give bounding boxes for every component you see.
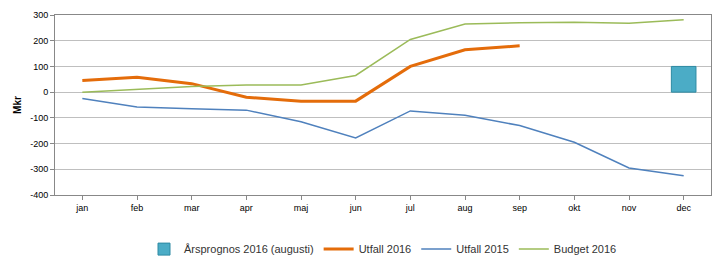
svg-text:-200: -200 [30, 139, 48, 149]
svg-text:300: 300 [33, 10, 48, 20]
svg-text:-400: -400 [30, 190, 48, 200]
svg-text:feb: feb [131, 203, 144, 213]
svg-text:aug: aug [457, 203, 472, 213]
svg-text:maj: maj [294, 203, 309, 213]
svg-text:-100: -100 [30, 113, 48, 123]
svg-text:Utfall 2015: Utfall 2015 [456, 243, 509, 255]
svg-text:jun: jun [349, 203, 362, 213]
svg-text:jul: jul [405, 203, 415, 213]
svg-text:nov: nov [622, 203, 637, 213]
svg-text:Budget 2016: Budget 2016 [554, 243, 616, 255]
svg-text:okt: okt [568, 203, 581, 213]
svg-text:dec: dec [676, 203, 691, 213]
svg-text:-300: -300 [30, 164, 48, 174]
svg-text:apr: apr [240, 203, 253, 213]
svg-text:0: 0 [43, 87, 48, 97]
svg-text:sep: sep [512, 203, 527, 213]
svg-text:mar: mar [184, 203, 200, 213]
svg-text:Utfall 2016: Utfall 2016 [359, 243, 412, 255]
svg-text:200: 200 [33, 36, 48, 46]
svg-text:jan: jan [75, 203, 88, 213]
svg-text:100: 100 [33, 62, 48, 72]
svg-text:Årsprognos 2016 (augusti): Årsprognos 2016 (augusti) [184, 243, 314, 255]
svg-text:Mkr: Mkr [12, 96, 23, 114]
